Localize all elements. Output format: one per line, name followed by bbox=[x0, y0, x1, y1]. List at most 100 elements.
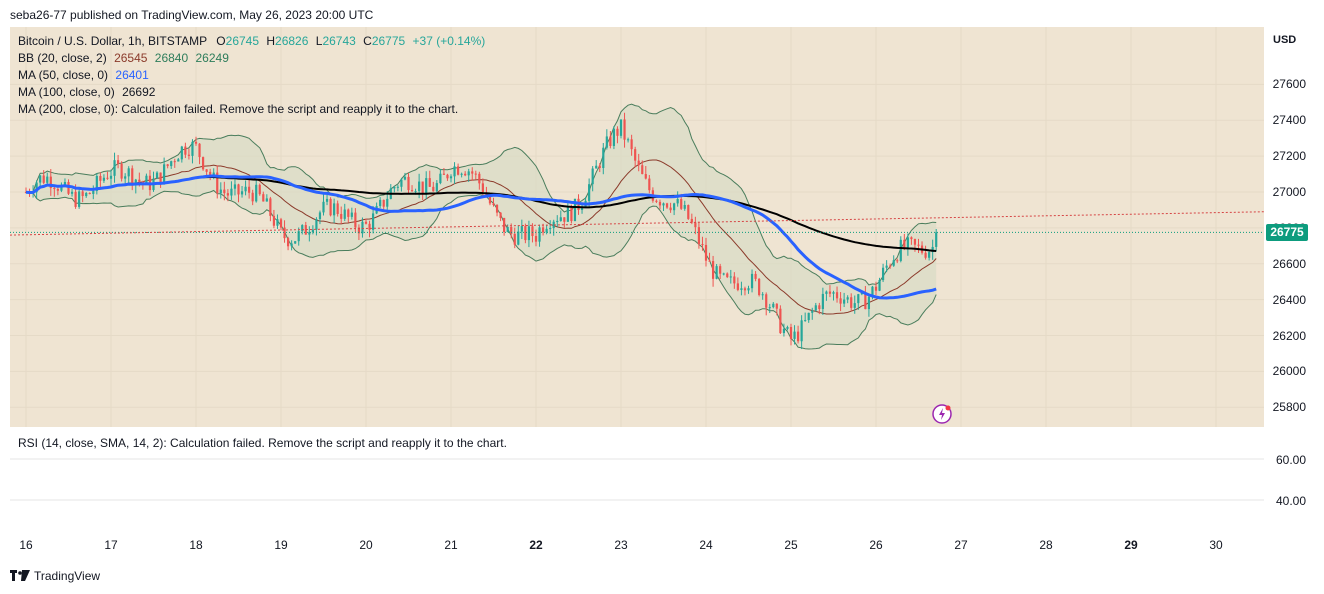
candle-body bbox=[414, 191, 417, 193]
time-tick-label: 20 bbox=[359, 538, 373, 552]
time-tick-label: 18 bbox=[189, 538, 203, 552]
candle-body bbox=[170, 161, 173, 167]
candle-body bbox=[630, 139, 633, 150]
ma100-legend-row[interactable]: MA (100, close, 0) 26692 bbox=[18, 84, 485, 101]
candle-body bbox=[804, 320, 807, 322]
candle-body bbox=[138, 179, 141, 182]
candle-body bbox=[39, 175, 42, 183]
candle-body bbox=[99, 175, 102, 181]
price-tick-label: 26400 bbox=[1272, 292, 1306, 307]
candle-body bbox=[269, 198, 272, 216]
candle-body bbox=[294, 241, 297, 244]
candle-body bbox=[379, 199, 382, 207]
candle-body bbox=[315, 219, 318, 230]
candle-body bbox=[588, 184, 591, 201]
candle-body bbox=[626, 139, 630, 141]
bb-upper-value: 26840 bbox=[154, 51, 189, 65]
candle-body bbox=[850, 297, 853, 308]
candle-body bbox=[694, 222, 697, 228]
candle-body bbox=[906, 237, 909, 248]
candle-body bbox=[474, 173, 477, 175]
bollinger-lower-line bbox=[25, 189, 937, 350]
time-tick-label: 29 bbox=[1124, 538, 1138, 552]
candle-body bbox=[400, 179, 403, 187]
candle-body bbox=[456, 166, 460, 175]
price-axis[interactable]: 2580026000262002640026600268002700027200… bbox=[1264, 27, 1324, 547]
chart-legend: Bitcoin / U.S. Dollar, 1h, BITSTAMP O267… bbox=[18, 33, 485, 118]
candle-body bbox=[304, 225, 307, 235]
candle-body bbox=[109, 175, 113, 179]
time-tick-label: 26 bbox=[869, 538, 883, 552]
candle-body bbox=[903, 239, 906, 248]
candle-body bbox=[70, 191, 74, 194]
candle-body bbox=[95, 175, 98, 191]
candle-body bbox=[506, 226, 509, 233]
candle-body bbox=[665, 203, 669, 208]
candle-body bbox=[782, 328, 786, 334]
candle-body bbox=[811, 310, 814, 313]
candle-body bbox=[442, 173, 446, 175]
ma50-legend-row[interactable]: MA (50, close, 0) 26401 bbox=[18, 67, 485, 84]
time-tick-label: 22 bbox=[529, 538, 543, 552]
lightning-alert-icon[interactable] bbox=[932, 403, 954, 425]
candle-body bbox=[527, 226, 531, 241]
candle-body bbox=[609, 136, 612, 146]
candle-body bbox=[878, 280, 881, 291]
candle-body bbox=[407, 176, 410, 191]
candle-body bbox=[552, 221, 555, 229]
price-tick-label: 27600 bbox=[1272, 77, 1306, 92]
candle-body bbox=[793, 331, 796, 339]
candle-body bbox=[177, 159, 180, 162]
candle-body bbox=[538, 227, 541, 242]
candle-body bbox=[92, 190, 95, 194]
candle-body bbox=[233, 184, 237, 189]
candle-body bbox=[297, 231, 300, 242]
candle-body bbox=[619, 119, 623, 136]
time-tick-label: 16 bbox=[19, 538, 33, 552]
candle-body bbox=[495, 204, 499, 213]
bb-lower-value: 26249 bbox=[195, 51, 229, 65]
bollinger-band-fill bbox=[26, 104, 937, 349]
candle-body bbox=[286, 238, 290, 247]
candle-body bbox=[570, 206, 573, 222]
time-tick-label: 25 bbox=[784, 538, 798, 552]
rsi-pane[interactable] bbox=[10, 431, 1264, 531]
candle-body bbox=[775, 303, 778, 309]
price-tick-label: 27200 bbox=[1272, 149, 1306, 164]
bb-legend-row[interactable]: BB (20, close, 2) 26545 26840 26249 bbox=[18, 50, 485, 67]
candle-body bbox=[910, 237, 913, 240]
bb-label: BB (20, close, 2) bbox=[18, 51, 107, 65]
ma200-legend-row[interactable]: MA (200, close, 0): Calculation failed. … bbox=[18, 101, 485, 118]
footer-brand[interactable]: TradingView bbox=[10, 569, 100, 583]
candle-body bbox=[258, 184, 261, 195]
candle-body bbox=[251, 192, 254, 202]
candle-body bbox=[676, 199, 679, 204]
candle-body bbox=[116, 160, 120, 164]
candle-body bbox=[180, 146, 183, 160]
price-pane[interactable] bbox=[9, 27, 1265, 427]
ma100-label: MA (100, close, 0) bbox=[18, 85, 115, 99]
candle-body bbox=[687, 205, 690, 219]
candle-body bbox=[616, 128, 619, 136]
candle-body bbox=[768, 307, 771, 309]
candle-body bbox=[864, 292, 867, 310]
candle-body bbox=[53, 188, 56, 190]
candle-body bbox=[825, 291, 828, 294]
candle-body bbox=[563, 217, 566, 222]
candle-body bbox=[517, 231, 520, 245]
candle-body bbox=[194, 141, 198, 144]
candle-body bbox=[209, 171, 212, 176]
price-tick-label: 27000 bbox=[1272, 185, 1306, 200]
candle-body bbox=[255, 184, 258, 202]
candle-body bbox=[308, 232, 311, 235]
candle-body bbox=[347, 209, 350, 217]
candle-body bbox=[46, 176, 49, 183]
candle-body bbox=[272, 215, 276, 226]
candle-body bbox=[198, 143, 201, 158]
candle-body bbox=[726, 273, 729, 278]
tradingview-logo-icon bbox=[10, 570, 30, 581]
candle-body bbox=[311, 229, 314, 233]
candle-body bbox=[212, 172, 215, 176]
candle-body bbox=[499, 212, 502, 218]
candle-body bbox=[78, 191, 81, 207]
